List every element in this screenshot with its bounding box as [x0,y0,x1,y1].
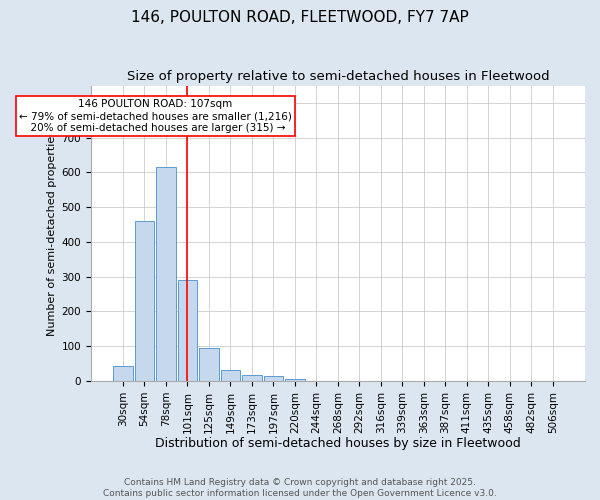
Y-axis label: Number of semi-detached properties: Number of semi-detached properties [47,130,58,336]
Text: 146, POULTON ROAD, FLEETWOOD, FY7 7AP: 146, POULTON ROAD, FLEETWOOD, FY7 7AP [131,10,469,25]
Bar [157,166,176,381]
Bar [221,370,240,381]
Bar [285,378,305,381]
Title: Size of property relative to semi-detached houses in Fleetwood: Size of property relative to semi-detach… [127,70,549,83]
Text: 146 POULTON ROAD: 107sqm
← 79% of semi-detached houses are smaller (1,216)
  20%: 146 POULTON ROAD: 107sqm ← 79% of semi-d… [19,100,292,132]
Bar [135,221,154,381]
Bar [178,280,197,381]
X-axis label: Distribution of semi-detached houses by size in Fleetwood: Distribution of semi-detached houses by … [155,437,521,450]
Bar [242,375,262,381]
Text: Contains HM Land Registry data © Crown copyright and database right 2025.
Contai: Contains HM Land Registry data © Crown c… [103,478,497,498]
Bar [113,366,133,381]
Bar [264,376,283,381]
Bar [199,348,218,381]
